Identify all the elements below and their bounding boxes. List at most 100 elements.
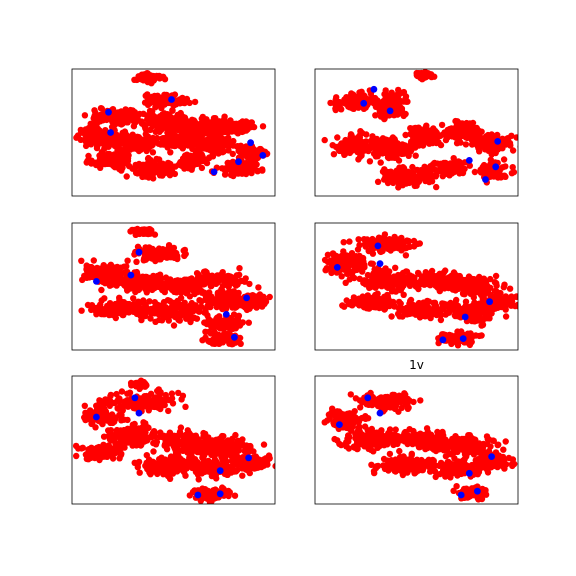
point: [230, 138, 236, 144]
point: [91, 138, 97, 144]
point: [362, 241, 368, 247]
point: [105, 144, 111, 150]
point: [510, 164, 516, 170]
point: [108, 270, 114, 276]
point: [467, 120, 473, 126]
point: [116, 111, 122, 117]
point: [140, 111, 146, 117]
point: [382, 231, 388, 237]
point: [463, 141, 469, 147]
point: [389, 281, 395, 287]
point: [181, 247, 187, 253]
point: [247, 150, 253, 156]
point: [459, 120, 465, 126]
point: [331, 151, 337, 157]
point: [419, 173, 425, 179]
point: [398, 110, 404, 116]
point: [99, 161, 105, 167]
point: [168, 299, 174, 305]
point: [198, 155, 204, 161]
point: [434, 160, 440, 166]
point: [388, 142, 394, 148]
point: [175, 112, 181, 118]
point: [333, 97, 339, 103]
point: [158, 95, 164, 101]
point: [413, 183, 419, 189]
point: [371, 86, 378, 93]
point: [368, 303, 374, 309]
point: [161, 299, 167, 305]
point: [424, 168, 430, 174]
point: [432, 128, 438, 134]
subplot-1: [72, 69, 275, 196]
point: [182, 282, 188, 288]
point: [493, 273, 499, 279]
point: [223, 136, 229, 142]
point: [407, 283, 413, 289]
point: [98, 287, 104, 293]
point: [130, 140, 136, 146]
point: [164, 280, 170, 286]
point: [118, 141, 124, 147]
point: [417, 132, 423, 138]
point: [188, 129, 194, 135]
point: [389, 90, 395, 96]
point: [402, 132, 408, 138]
point: [146, 75, 152, 81]
point: [187, 119, 193, 125]
point: [433, 173, 439, 179]
point: [162, 289, 168, 295]
point: [176, 136, 182, 142]
point: [154, 135, 160, 141]
point: [113, 281, 119, 287]
point: [255, 284, 261, 290]
point: [482, 176, 489, 183]
point: [83, 135, 89, 141]
point: [196, 309, 202, 315]
subplot-2: [315, 69, 524, 196]
point: [466, 157, 473, 164]
point: [98, 105, 104, 111]
series-1: [73, 70, 270, 182]
point: [446, 167, 452, 173]
point: [360, 265, 366, 271]
point: [413, 279, 419, 285]
point: [154, 117, 160, 123]
point: [381, 145, 387, 151]
point: [82, 112, 88, 118]
point: [394, 97, 400, 103]
point: [379, 106, 385, 112]
point: [392, 265, 398, 271]
point: [205, 136, 211, 142]
point: [142, 229, 148, 235]
point: [143, 169, 149, 175]
point: [131, 302, 137, 308]
point: [247, 139, 254, 146]
series-1: [322, 231, 523, 348]
plot-area: [78, 226, 281, 348]
point: [460, 290, 466, 296]
point: [373, 270, 379, 276]
point: [352, 139, 358, 145]
point: [246, 320, 252, 326]
point: [111, 157, 117, 163]
point: [363, 138, 369, 144]
point: [505, 137, 511, 143]
point: [219, 288, 225, 294]
point: [373, 143, 379, 149]
point: [482, 146, 488, 152]
point: [415, 270, 421, 276]
point: [442, 267, 448, 273]
point: [452, 287, 458, 293]
point: [343, 149, 349, 155]
point: [384, 278, 390, 284]
point: [207, 146, 213, 152]
point: [124, 258, 130, 264]
point: [101, 262, 107, 268]
point: [186, 163, 192, 169]
point: [79, 130, 85, 136]
point: [388, 247, 394, 253]
point: [410, 172, 416, 178]
point: [378, 159, 384, 165]
point: [227, 123, 233, 129]
